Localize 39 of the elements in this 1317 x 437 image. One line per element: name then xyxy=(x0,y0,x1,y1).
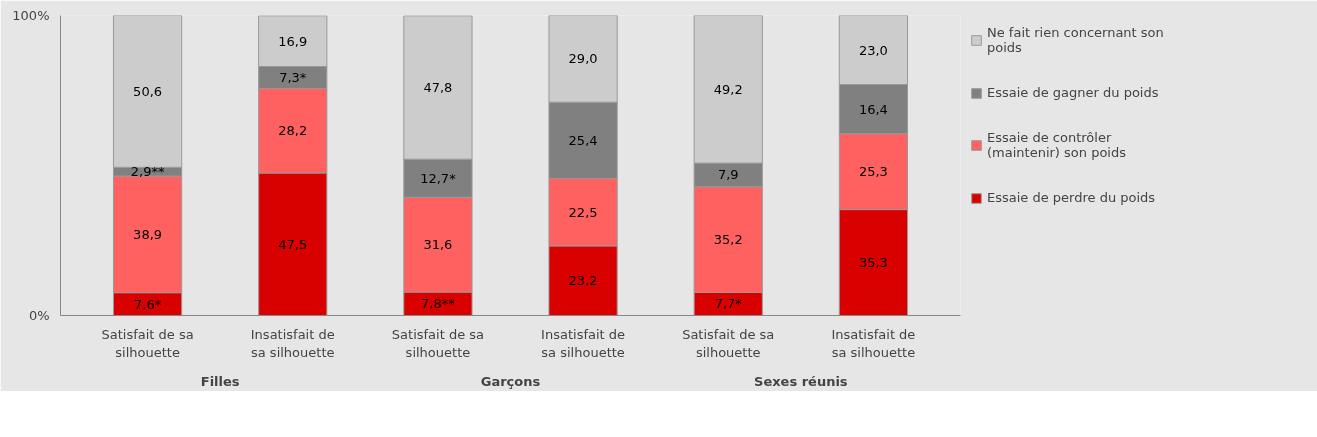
text: Garçons xyxy=(480,373,541,389)
data-label: 7,9 xyxy=(717,167,739,183)
data-label: 16,9 xyxy=(278,33,308,49)
legend-label: Ne fait rien concernant son poids xyxy=(987,25,1164,55)
data-label: 38,9 xyxy=(133,226,163,242)
data-label: 7,3* xyxy=(279,69,307,85)
data-label: 23,2 xyxy=(568,273,598,289)
data-label: 47,5 xyxy=(278,236,308,252)
legend-label: Essaie de perdre du poids xyxy=(987,190,1156,205)
data-label: 29,0 xyxy=(568,51,598,67)
data-label: 47,8 xyxy=(423,80,453,95)
y-tick-label: 0% xyxy=(28,308,50,323)
data-label: 7,8** xyxy=(421,296,456,312)
data-label: 23,0 xyxy=(858,42,888,58)
x-tick-label: Satisfait de sa silhouette xyxy=(391,326,485,360)
data-label: 12,7* xyxy=(420,170,457,186)
text: Filles xyxy=(200,373,240,389)
data-label: 7,7* xyxy=(714,296,743,312)
data-label: 2,9** xyxy=(130,164,165,180)
y-tick-label: 100% xyxy=(12,8,50,23)
legend-label: Essaie de gagner du poids xyxy=(987,85,1159,100)
data-label: 25,4 xyxy=(568,132,598,148)
data-label: 16,4 xyxy=(858,101,888,117)
x-tick-label: Satisfait de sa silhouette xyxy=(682,326,775,360)
data-label: 35,2 xyxy=(713,232,743,248)
data-label: 25,3 xyxy=(858,164,888,180)
text: Sexes réunis xyxy=(754,373,848,389)
data-label: 31,6 xyxy=(423,237,453,253)
data-label: 35,3 xyxy=(858,255,888,271)
data-label: 22,5 xyxy=(568,204,598,220)
data-label: 49,2 xyxy=(713,81,743,97)
x-tick-label: Insatisfait de sa silhouette xyxy=(831,326,916,360)
data-label: 50,6 xyxy=(133,83,163,99)
x-tick-label: Insatisfait de sa silhouette xyxy=(250,326,335,360)
data-label: 7,6* xyxy=(134,296,162,312)
x-tick-label: Satisfait de sa silhouette xyxy=(101,326,194,360)
x-tick-label: Insatisfait de sa silhouette xyxy=(541,326,626,360)
legend-label: Essaie de contrôler (maintenir) son poids xyxy=(987,130,1126,160)
data-label: 28,2 xyxy=(278,123,308,139)
